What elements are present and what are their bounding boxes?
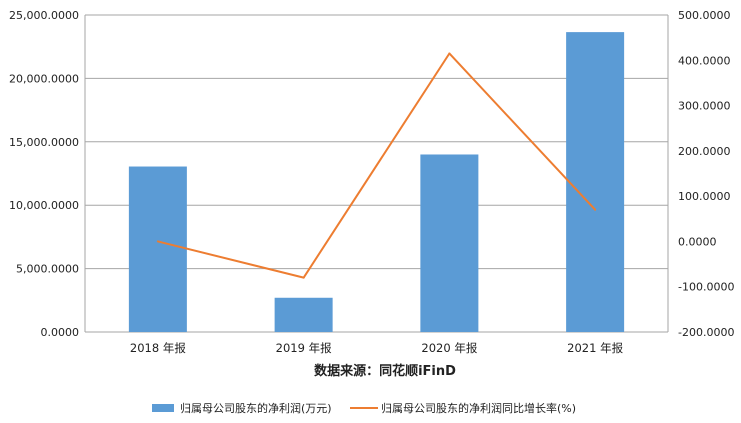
line-series [156, 52, 597, 279]
right-axis-tick-label: -100.0000 [678, 281, 734, 294]
line-point [302, 276, 305, 279]
line-point [594, 208, 597, 211]
right-axis-tick-label: -200.0000 [678, 326, 734, 339]
legend: 归属母公司股东的净利润(万元) 归属母公司股东的净利润同比增长率(%) [152, 401, 576, 415]
right-axis-ticks: -200.0000 -100.0000 0.0000 100.0000 200.0000… [678, 9, 734, 339]
legend-swatch-bar [152, 404, 174, 412]
left-axis-ticks: 0.0000 5,000.0000 10,000.0000 15,000.0000 20… [9, 9, 79, 339]
left-axis-tick-label: 15,000.0000 [9, 136, 79, 149]
right-axis-tick-label: 0.0000 [678, 235, 717, 248]
right-axis-tick-label: 100.0000 [678, 190, 731, 203]
left-axis-tick-label: 20,000.0000 [9, 72, 79, 85]
right-axis-tick-label: 400.0000 [678, 54, 731, 67]
left-axis-tick-label: 0.0000 [41, 326, 80, 339]
x-axis-category-label: 2019 年报 [276, 341, 332, 355]
bar [274, 297, 333, 332]
x-axis-category-label: 2020 年报 [421, 341, 477, 355]
left-axis-tick-label: 5,000.0000 [16, 263, 79, 276]
right-axis-tick-label: 300.0000 [678, 100, 731, 113]
x-axis-categories: 2018 年报 2019 年报 2020 年报 2021 年报 [130, 341, 624, 355]
axes [84, 15, 669, 332]
line-point [448, 52, 451, 55]
source-label: 数据来源：同花顺iFinD [314, 363, 456, 379]
x-axis-category-label: 2018 年报 [130, 341, 186, 355]
bar [566, 32, 625, 332]
bar [420, 154, 479, 332]
growth-line [157, 52, 596, 279]
legend-label-line: 归属母公司股东的净利润同比增长率(%) [381, 401, 576, 415]
right-axis-tick-label: 200.0000 [678, 145, 731, 158]
bar-series [128, 32, 625, 332]
x-axis-category-label: 2021 年报 [567, 341, 623, 355]
left-axis-tick-label: 10,000.0000 [9, 199, 79, 212]
right-axis-tick-label: 500.0000 [678, 9, 731, 22]
left-axis-tick-label: 25,000.0000 [9, 9, 79, 22]
line-point [156, 240, 159, 243]
legend-label-bar: 归属母公司股东的净利润(万元) [180, 401, 332, 415]
bar [128, 166, 187, 332]
